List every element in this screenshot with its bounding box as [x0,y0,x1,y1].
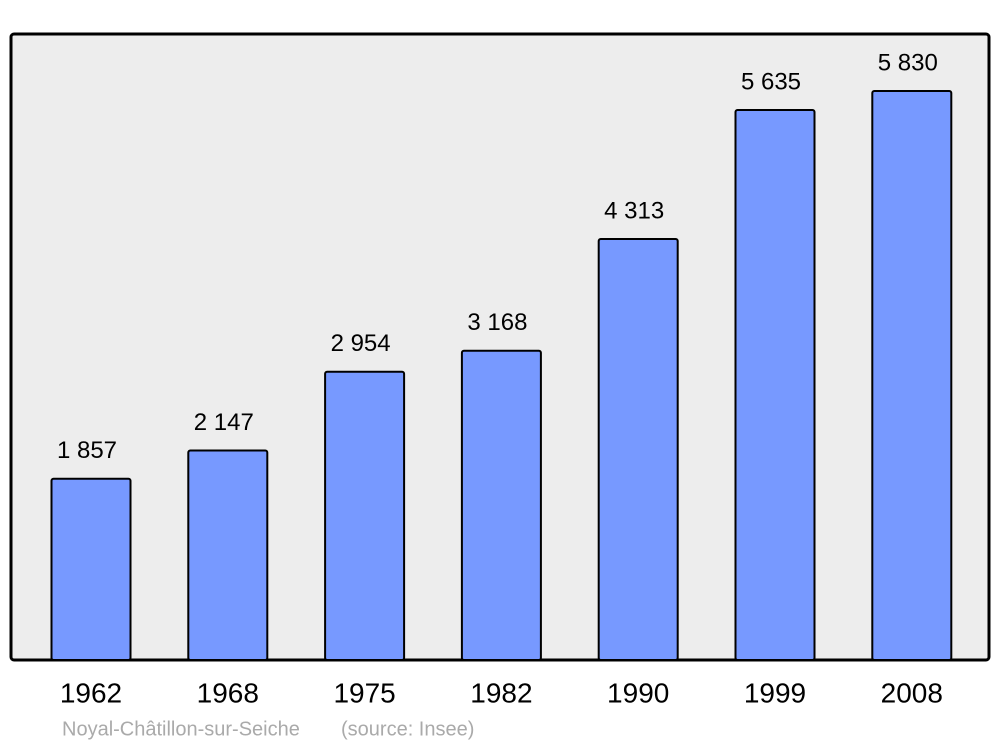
x-tick-label: 1962 [60,677,122,708]
x-tick-label: 1975 [333,677,395,708]
bar [871,90,953,661]
bar [597,238,679,661]
value-label: 3 168 [467,309,527,336]
value-label: 5 635 [741,68,801,95]
bar [734,109,816,661]
x-tick-label: 1968 [197,677,259,708]
chart-title: Noyal-Châtillon-sur-Seiche [62,718,300,740]
bar [187,449,269,661]
x-tick-label: 2008 [881,677,943,708]
bar [324,370,406,661]
x-tick-label: 1982 [470,677,532,708]
x-tick-label: 1999 [744,677,806,708]
value-label: 2 147 [194,409,254,436]
source: (source: Insee) [341,718,474,740]
value-label: 4 313 [604,197,664,224]
x-tick-label: 1990 [607,677,669,708]
value-label: 5 830 [878,49,938,76]
value-label: 2 954 [331,330,391,357]
bar [50,477,132,661]
bar [460,349,542,661]
value-label: 1 857 [57,437,117,464]
